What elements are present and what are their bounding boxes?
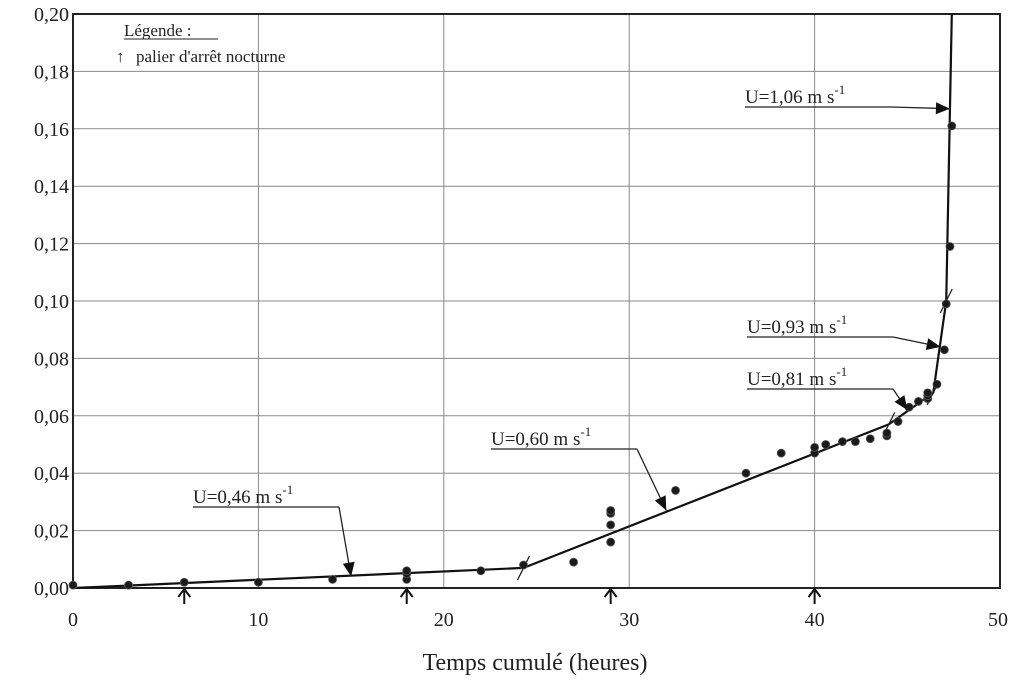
annotation-label: U=1,06 m s-1: [745, 82, 845, 108]
y-tick-label: 0,18: [34, 61, 69, 83]
velocity-annotation: U=0,46 m s-1: [193, 482, 355, 577]
x-axis-ticks: 0 10 20 30 40 50: [68, 609, 1008, 631]
data-point: [476, 566, 486, 576]
data-point: [893, 417, 903, 426]
x-tick-label: 30: [619, 609, 639, 631]
y-tick-label: 0,16: [34, 119, 69, 141]
night-stop-arrow-icon: [603, 587, 618, 604]
x-tick-label: 10: [248, 609, 268, 631]
night-stop-arrow-icon: [399, 587, 414, 604]
y-tick-label: 0,20: [34, 4, 69, 26]
data-point: [838, 437, 847, 447]
data-point: [671, 486, 680, 495]
y-tick-label: 0,02: [34, 521, 69, 543]
data-point: [939, 345, 949, 355]
data-point: [914, 397, 923, 406]
plot-frame: [72, 13, 1001, 589]
data-points: [68, 121, 957, 590]
arrowhead-icon: [654, 495, 667, 511]
data-point: [850, 437, 860, 447]
velocity-annotation: U=0,60 m s-1: [491, 424, 667, 511]
y-axis-ticks: 0,00 0,02 0,04 0,06 0,08 0,10 0,12 0,14 0,16 0,18…: [34, 4, 69, 600]
night-stop-markers: [177, 587, 822, 604]
night-stop-arrow-icon: [807, 587, 822, 604]
legend-entry-label: palier d'arrêt nocturne: [136, 47, 285, 66]
y-tick-label: 0,10: [34, 291, 69, 313]
annotations: U=0,46 m s-1 U=0,60 m s-1 U=0,81 m s-1 U=0,…: [193, 82, 950, 577]
y-tick-label: 0,12: [34, 234, 69, 256]
data-point: [402, 566, 412, 576]
data-point: [932, 379, 942, 389]
x-tick-label: 0: [68, 609, 78, 631]
data-point: [821, 440, 831, 449]
x-tick-label: 40: [805, 609, 825, 631]
data-point: [569, 557, 578, 567]
annotation-label: U=0,60 m s-1: [491, 424, 591, 450]
arrowhead-icon: [894, 395, 908, 411]
data-point: [776, 448, 786, 458]
legend-arrow-icon: ↑: [116, 47, 125, 66]
data-point: [124, 580, 134, 590]
y-tick-label: 0,04: [34, 463, 69, 485]
grid: [73, 14, 1000, 588]
arrowhead-icon: [342, 561, 355, 577]
legend: Légende : ↑ palier d'arrêt nocturne: [116, 21, 285, 66]
y-tick-label: 0,08: [34, 348, 69, 370]
y-tick-label: 0,14: [34, 176, 69, 198]
data-point: [945, 242, 955, 251]
legend-title: Légende :: [124, 21, 192, 40]
annotation-label: U=0,93 m s-1: [747, 312, 847, 338]
night-stop-arrow-icon: [177, 587, 192, 604]
data-point: [941, 299, 951, 309]
velocity-annotation: U=0,93 m s-1: [747, 312, 941, 350]
data-point: [882, 428, 892, 438]
arrowhead-icon: [935, 102, 950, 115]
data-point: [179, 577, 189, 587]
fit-line-segment: [945, 13, 953, 302]
data-point: [810, 442, 819, 452]
velocity-annotation: U=0,81 m s-1: [747, 364, 908, 411]
data-point: [606, 506, 616, 515]
arrowhead-icon: [925, 338, 941, 350]
annotation-label: U=0,46 m s-1: [193, 482, 293, 508]
velocity-annotation: U=1,06 m s-1: [745, 82, 950, 115]
data-point: [328, 574, 337, 584]
data-point: [253, 577, 263, 587]
data-point: [606, 520, 616, 530]
data-point: [923, 388, 933, 398]
data-point: [741, 468, 751, 478]
data-point: [68, 580, 78, 590]
data-point: [947, 121, 957, 131]
y-tick-label: 0,06: [34, 406, 69, 428]
data-point: [519, 560, 528, 570]
x-axis-title: Temps cumulé (heures): [423, 650, 648, 676]
x-tick-label: 20: [434, 609, 454, 631]
y-tick-label: 0,00: [34, 578, 69, 600]
data-point: [865, 434, 875, 444]
data-point: [606, 537, 616, 547]
x-tick-label: 50: [988, 609, 1008, 631]
fit-line-segment: [72, 566, 524, 590]
annotation-label: U=0,81 m s-1: [747, 364, 847, 390]
